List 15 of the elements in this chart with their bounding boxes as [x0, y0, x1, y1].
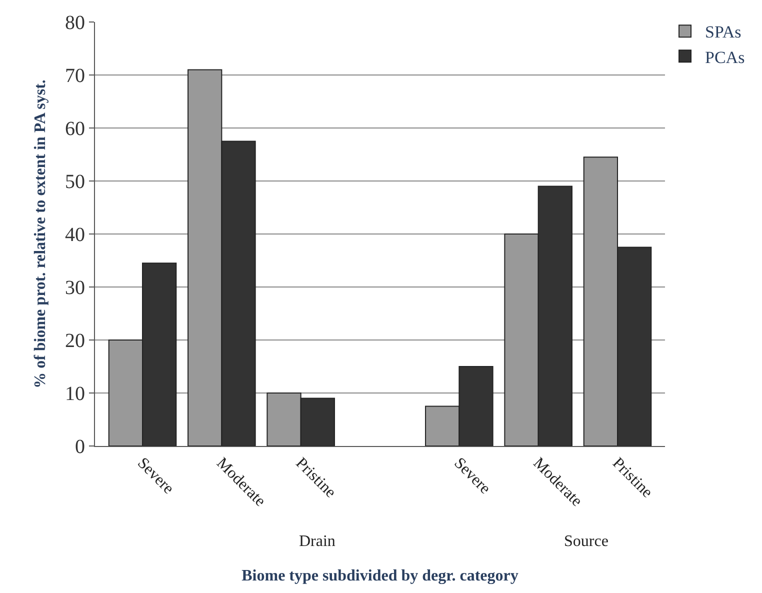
text: Source: [564, 533, 608, 550]
y-tick-label: 0: [75, 436, 85, 458]
y-tick-label: 80: [65, 12, 85, 34]
y-tick-label: 70: [65, 65, 85, 87]
legend-label: PCAs: [705, 48, 745, 67]
x-axis-title: Biome type subdivided by degr. category: [242, 568, 518, 585]
y-tick-label: 30: [65, 277, 85, 299]
y-tick-label: 40: [65, 224, 85, 246]
legend-label: SPAs: [705, 22, 742, 42]
y-tick-label: 50: [65, 171, 85, 193]
y-tick-label: 60: [65, 118, 85, 140]
y-tick-label: 10: [65, 383, 85, 405]
text: Drain: [299, 533, 336, 550]
y-tick-label: 20: [65, 330, 85, 352]
y-axis-title: % of biome prot. relative to extent in PA syst.: [32, 80, 49, 388]
